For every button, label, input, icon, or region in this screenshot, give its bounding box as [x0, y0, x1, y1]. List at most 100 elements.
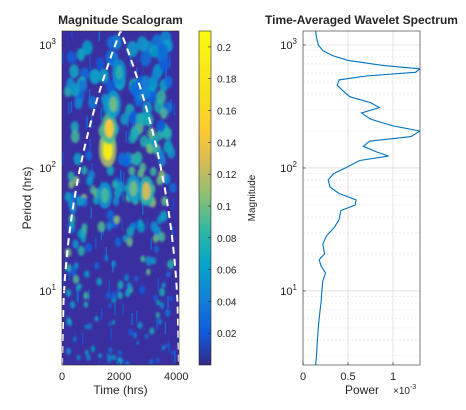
x-tick-label: 0: [59, 371, 65, 383]
scalogram-streak: [85, 117, 88, 130]
spectrum-grid: [303, 31, 420, 365]
scalogram-patch: [167, 259, 175, 270]
scalogram-patch: [122, 156, 130, 168]
scalogram-streak: [98, 357, 101, 365]
scalogram-patch: [105, 353, 109, 358]
scalogram-patch: [136, 341, 140, 346]
scalogram-patch: [112, 354, 117, 361]
scalogram-streak: [62, 51, 64, 64]
scalogram-patch: [111, 260, 117, 268]
scalogram-streak: [63, 276, 65, 289]
scalogram-streak: [89, 138, 91, 151]
scalogram-patch: [163, 75, 173, 89]
y-tick-base: 10: [280, 163, 292, 175]
scalogram-patch: [74, 97, 83, 110]
colorbar-tick-label: 0.16: [217, 107, 237, 118]
y-tick-exponent: 2: [52, 160, 57, 169]
scalogram-hotspot-1: [100, 112, 118, 145]
scalogram-patch: [70, 130, 80, 143]
scalogram-patch: [66, 77, 75, 90]
scalogram-patch: [151, 69, 161, 83]
scalogram-hotspot-6: [97, 181, 113, 209]
scalogram-streak: [98, 31, 100, 42]
scalogram-patch: [85, 150, 93, 161]
scalogram-streak: [169, 55, 171, 68]
scalogram-patch: [68, 180, 75, 189]
scalogram-patch: [149, 327, 155, 335]
scalogram-patch: [82, 40, 93, 56]
scalogram-patch: [157, 318, 162, 325]
scalogram-patch: [162, 127, 172, 141]
scalogram-patch: [117, 291, 123, 300]
colorbar-bar[interactable]: [198, 30, 212, 366]
scalogram-patch: [129, 80, 141, 97]
scalogram-patch: [115, 362, 119, 365]
scalogram-streak: [131, 313, 133, 325]
scalogram-patch: [84, 270, 90, 278]
y-tick-label: 103: [280, 37, 297, 52]
scalogram-patch: [83, 301, 89, 308]
scalogram-patch: [89, 68, 101, 85]
scalogram-patch: [156, 89, 167, 104]
scalogram-panel: Magnitude Scalogram 0 2000 4000 101102103 …: [20, 13, 189, 397]
scalogram-patch: [108, 347, 113, 354]
colorbar-tick-label: 0.14: [217, 138, 237, 149]
scalogram-patch: [146, 268, 151, 276]
scalogram-patch: [110, 292, 117, 300]
scalogram-patch: [85, 242, 92, 253]
x-tick-label: 0.5: [340, 371, 355, 383]
scalogram-streak: [85, 143, 87, 156]
scalogram-streak: [142, 60, 144, 73]
scalogram-patch: [155, 312, 160, 319]
scalogram-streak: [171, 226, 174, 239]
scalogram-streak: [74, 52, 77, 64]
scalogram-patch: [113, 215, 121, 225]
spectrum-x-exponent: ×10-3: [393, 384, 416, 397]
scalogram-patch: [112, 196, 120, 206]
scalogram-patch: [161, 345, 165, 351]
scalogram-patch: [126, 282, 132, 290]
scalogram-streak: [156, 318, 158, 330]
scalogram-patch: [106, 209, 115, 221]
colorbar-tick-label: 0.1: [217, 202, 231, 213]
scalogram-streak: [123, 171, 125, 184]
scalogram-patch: [112, 320, 116, 325]
scalogram-streak: [121, 218, 123, 231]
colorbar-tick-label: 0.06: [217, 266, 237, 277]
scalogram-streak: [178, 333, 179, 346]
scalogram-patch: [164, 308, 171, 317]
scalogram-patch: [156, 300, 161, 306]
scalogram-patch: [159, 210, 168, 222]
scalogram-patch: [97, 221, 106, 233]
scalogram-patch: [149, 359, 154, 365]
y-tick-label: 101: [39, 283, 56, 298]
scalogram-patch: [90, 345, 96, 353]
scalogram-axes-box: [61, 30, 180, 366]
scalogram-streak: [105, 60, 108, 73]
scalogram-patch: [153, 294, 158, 302]
scalogram-patch: [120, 113, 129, 126]
colorbar-tick-label: 0.02: [217, 329, 237, 340]
scalogram-patch: [66, 347, 71, 355]
scalogram-patch: [117, 280, 124, 290]
scalogram-patch: [67, 171, 75, 181]
scalogram-patch: [128, 329, 134, 336]
scalogram-streak: [95, 237, 97, 250]
scalogram-streak: [89, 56, 91, 69]
y-tick-label: 101: [280, 283, 297, 298]
scalogram-streak: [90, 206, 92, 219]
scalogram-ylabel: Period (hrs): [20, 167, 34, 230]
scalogram-patch: [137, 168, 145, 179]
scalogram-patch: [106, 221, 113, 231]
scalogram-streak: [89, 64, 92, 77]
colorbar-tick-label: 0.18: [217, 75, 237, 86]
scalogram-patch: [161, 282, 166, 288]
scalogram-streak: [142, 202, 144, 215]
scalogram-patch: [114, 187, 122, 199]
scalogram-patch: [86, 175, 94, 186]
scalogram-patch: [106, 36, 116, 49]
scalogram-streak: [100, 228, 103, 241]
spectrum-plot-area[interactable]: [303, 31, 420, 365]
scalogram-patch: [152, 234, 159, 243]
